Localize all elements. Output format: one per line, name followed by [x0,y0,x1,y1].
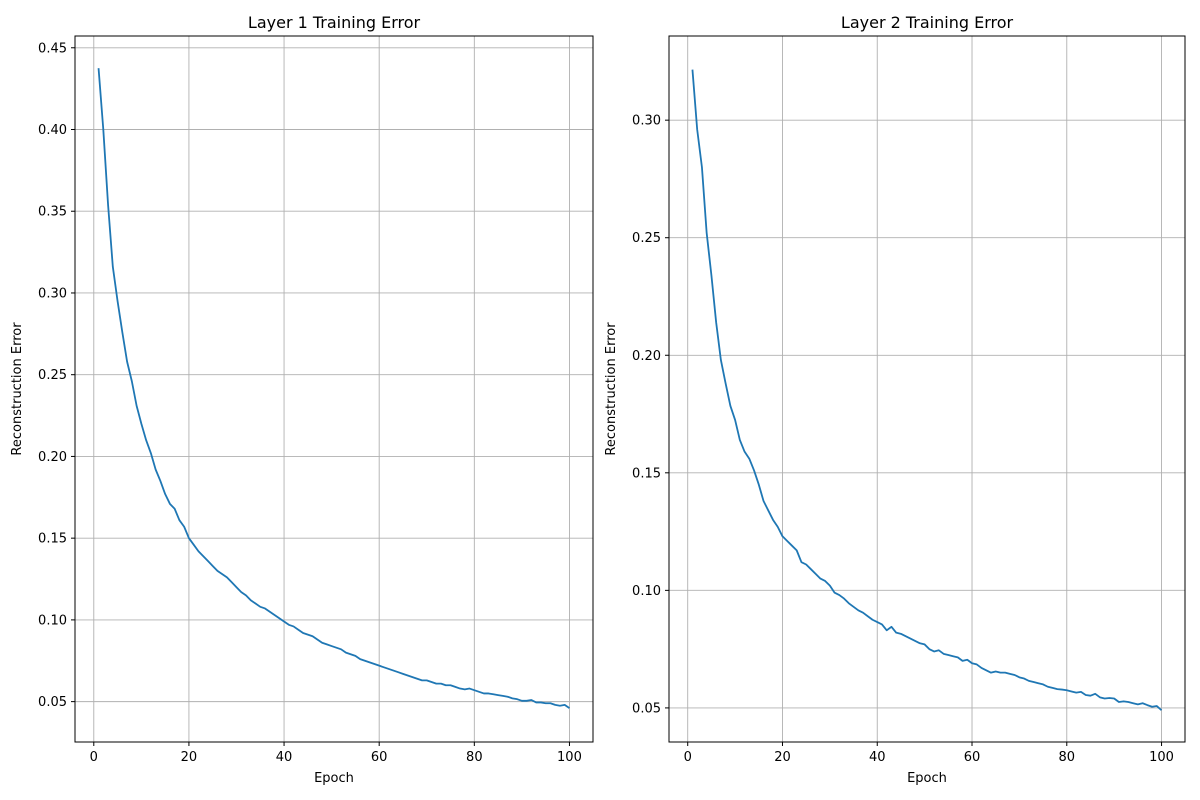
x-tick-label: 20 [774,750,791,765]
y-tick-label: 0.40 [38,123,67,138]
y-tick-label: 0.30 [38,286,67,301]
y-axis-label: Reconstruction Error [10,322,25,456]
x-tick-label: 20 [181,750,198,765]
y-tick-label: 0.10 [38,613,67,628]
x-tick-label: 0 [90,750,98,765]
y-tick-label: 0.45 [38,41,67,56]
y-tick-label: 0.30 [632,114,661,129]
y-tick-label: 0.05 [632,701,661,716]
plot-frame [74,35,594,743]
chart-title: Layer 1 Training Error [248,13,421,32]
x-axis-label: Epoch [314,771,354,786]
chart-layer-2: 0 20 40 60 80 100 0.05 0.10 0.15 0.20 0.25 0.30 Laye… [604,13,1186,786]
chart-layer-1: 0 20 40 60 80 100 0.05 0.10 0.15 0.20 0.25 0.30 0.35… [10,13,594,786]
y-tick-label: 0.15 [632,466,661,481]
y-tick-label: 0.20 [632,349,661,364]
y-tick-label: 0.10 [632,584,661,599]
x-tick-label: 100 [557,750,582,765]
x-axis-label: Epoch [907,771,947,786]
series-line [97,68,570,709]
y-tick-label: 0.25 [38,368,67,383]
x-tick-label: 80 [1059,750,1076,765]
plot-frame [668,35,1186,743]
y-tick-label: 0.25 [632,231,661,246]
chart-title: Layer 2 Training Error [841,13,1014,32]
x-tick-label: 80 [466,750,483,765]
x-tick-label: 0 [684,750,692,765]
y-tick-label: 0.15 [38,532,67,547]
y-tick-label: 0.05 [38,695,67,710]
y-tick-label: 0.35 [38,205,67,220]
y-axis-label: Reconstruction Error [604,322,619,456]
y-tick-label: 0.20 [38,450,67,465]
x-tick-label: 100 [1149,750,1174,765]
x-tick-label: 60 [964,750,981,765]
x-tick-label: 40 [276,750,293,765]
x-tick-label: 60 [371,750,388,765]
series-line [691,69,1163,711]
x-tick-label: 40 [869,750,886,765]
